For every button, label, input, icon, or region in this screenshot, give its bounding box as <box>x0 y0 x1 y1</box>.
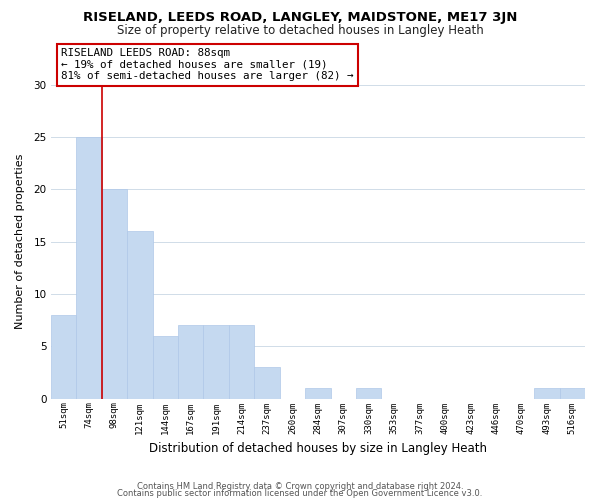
Bar <box>203 326 229 398</box>
Bar <box>101 189 127 398</box>
Bar <box>534 388 560 398</box>
Bar <box>178 326 203 398</box>
Bar <box>51 315 76 398</box>
Bar <box>305 388 331 398</box>
Bar <box>560 388 585 398</box>
Bar <box>152 336 178 398</box>
Text: RISELAND, LEEDS ROAD, LANGLEY, MAIDSTONE, ME17 3JN: RISELAND, LEEDS ROAD, LANGLEY, MAIDSTONE… <box>83 11 517 24</box>
Bar <box>76 137 101 398</box>
Text: Size of property relative to detached houses in Langley Heath: Size of property relative to detached ho… <box>116 24 484 37</box>
X-axis label: Distribution of detached houses by size in Langley Heath: Distribution of detached houses by size … <box>149 442 487 455</box>
Text: RISELAND LEEDS ROAD: 88sqm
← 19% of detached houses are smaller (19)
81% of semi: RISELAND LEEDS ROAD: 88sqm ← 19% of deta… <box>61 48 354 82</box>
Bar <box>127 231 152 398</box>
Bar <box>356 388 382 398</box>
Bar <box>254 367 280 398</box>
Y-axis label: Number of detached properties: Number of detached properties <box>15 154 25 330</box>
Text: Contains HM Land Registry data © Crown copyright and database right 2024.: Contains HM Land Registry data © Crown c… <box>137 482 463 491</box>
Bar <box>229 326 254 398</box>
Text: Contains public sector information licensed under the Open Government Licence v3: Contains public sector information licen… <box>118 490 482 498</box>
